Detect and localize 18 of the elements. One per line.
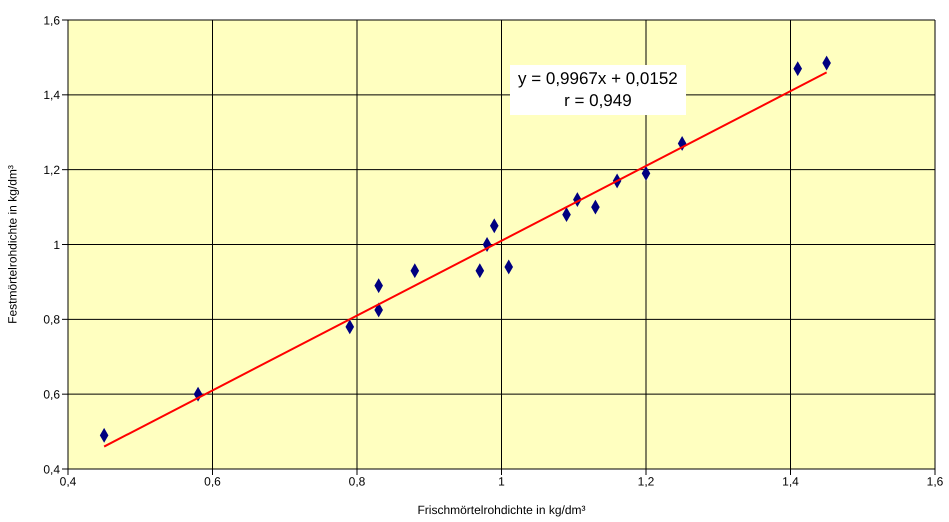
y-tick-label: 0,4	[43, 462, 60, 476]
y-tick-label: 1,2	[43, 162, 60, 177]
y-tick-label: 1	[53, 238, 60, 252]
x-axis-title: Frischmörtelrohdichte in kg/dm³	[417, 503, 586, 517]
x-tick-label: 0,6	[204, 474, 222, 489]
y-tick-label: 0,8	[43, 312, 60, 327]
x-tick-label: 0,4	[60, 474, 77, 489]
y-tick-label: 0,6	[43, 387, 60, 402]
x-tick-label: 1,2	[638, 474, 655, 489]
x-tick-label: 0,8	[348, 474, 366, 489]
annotation: y = 0,9967x + 0,0152	[518, 68, 678, 90]
x-tick-label: 1,6	[926, 474, 944, 489]
x-tick-label: 1,4	[782, 474, 800, 489]
y-tick-label: 1,4	[43, 88, 60, 102]
x-tick-label: 1	[498, 474, 506, 489]
annotation: r = 0,949	[563, 90, 633, 112]
y-axis-title: Festmörtelrohdichte in kg/dm³	[5, 165, 20, 324]
y-tick-label: 1,6	[43, 13, 60, 28]
